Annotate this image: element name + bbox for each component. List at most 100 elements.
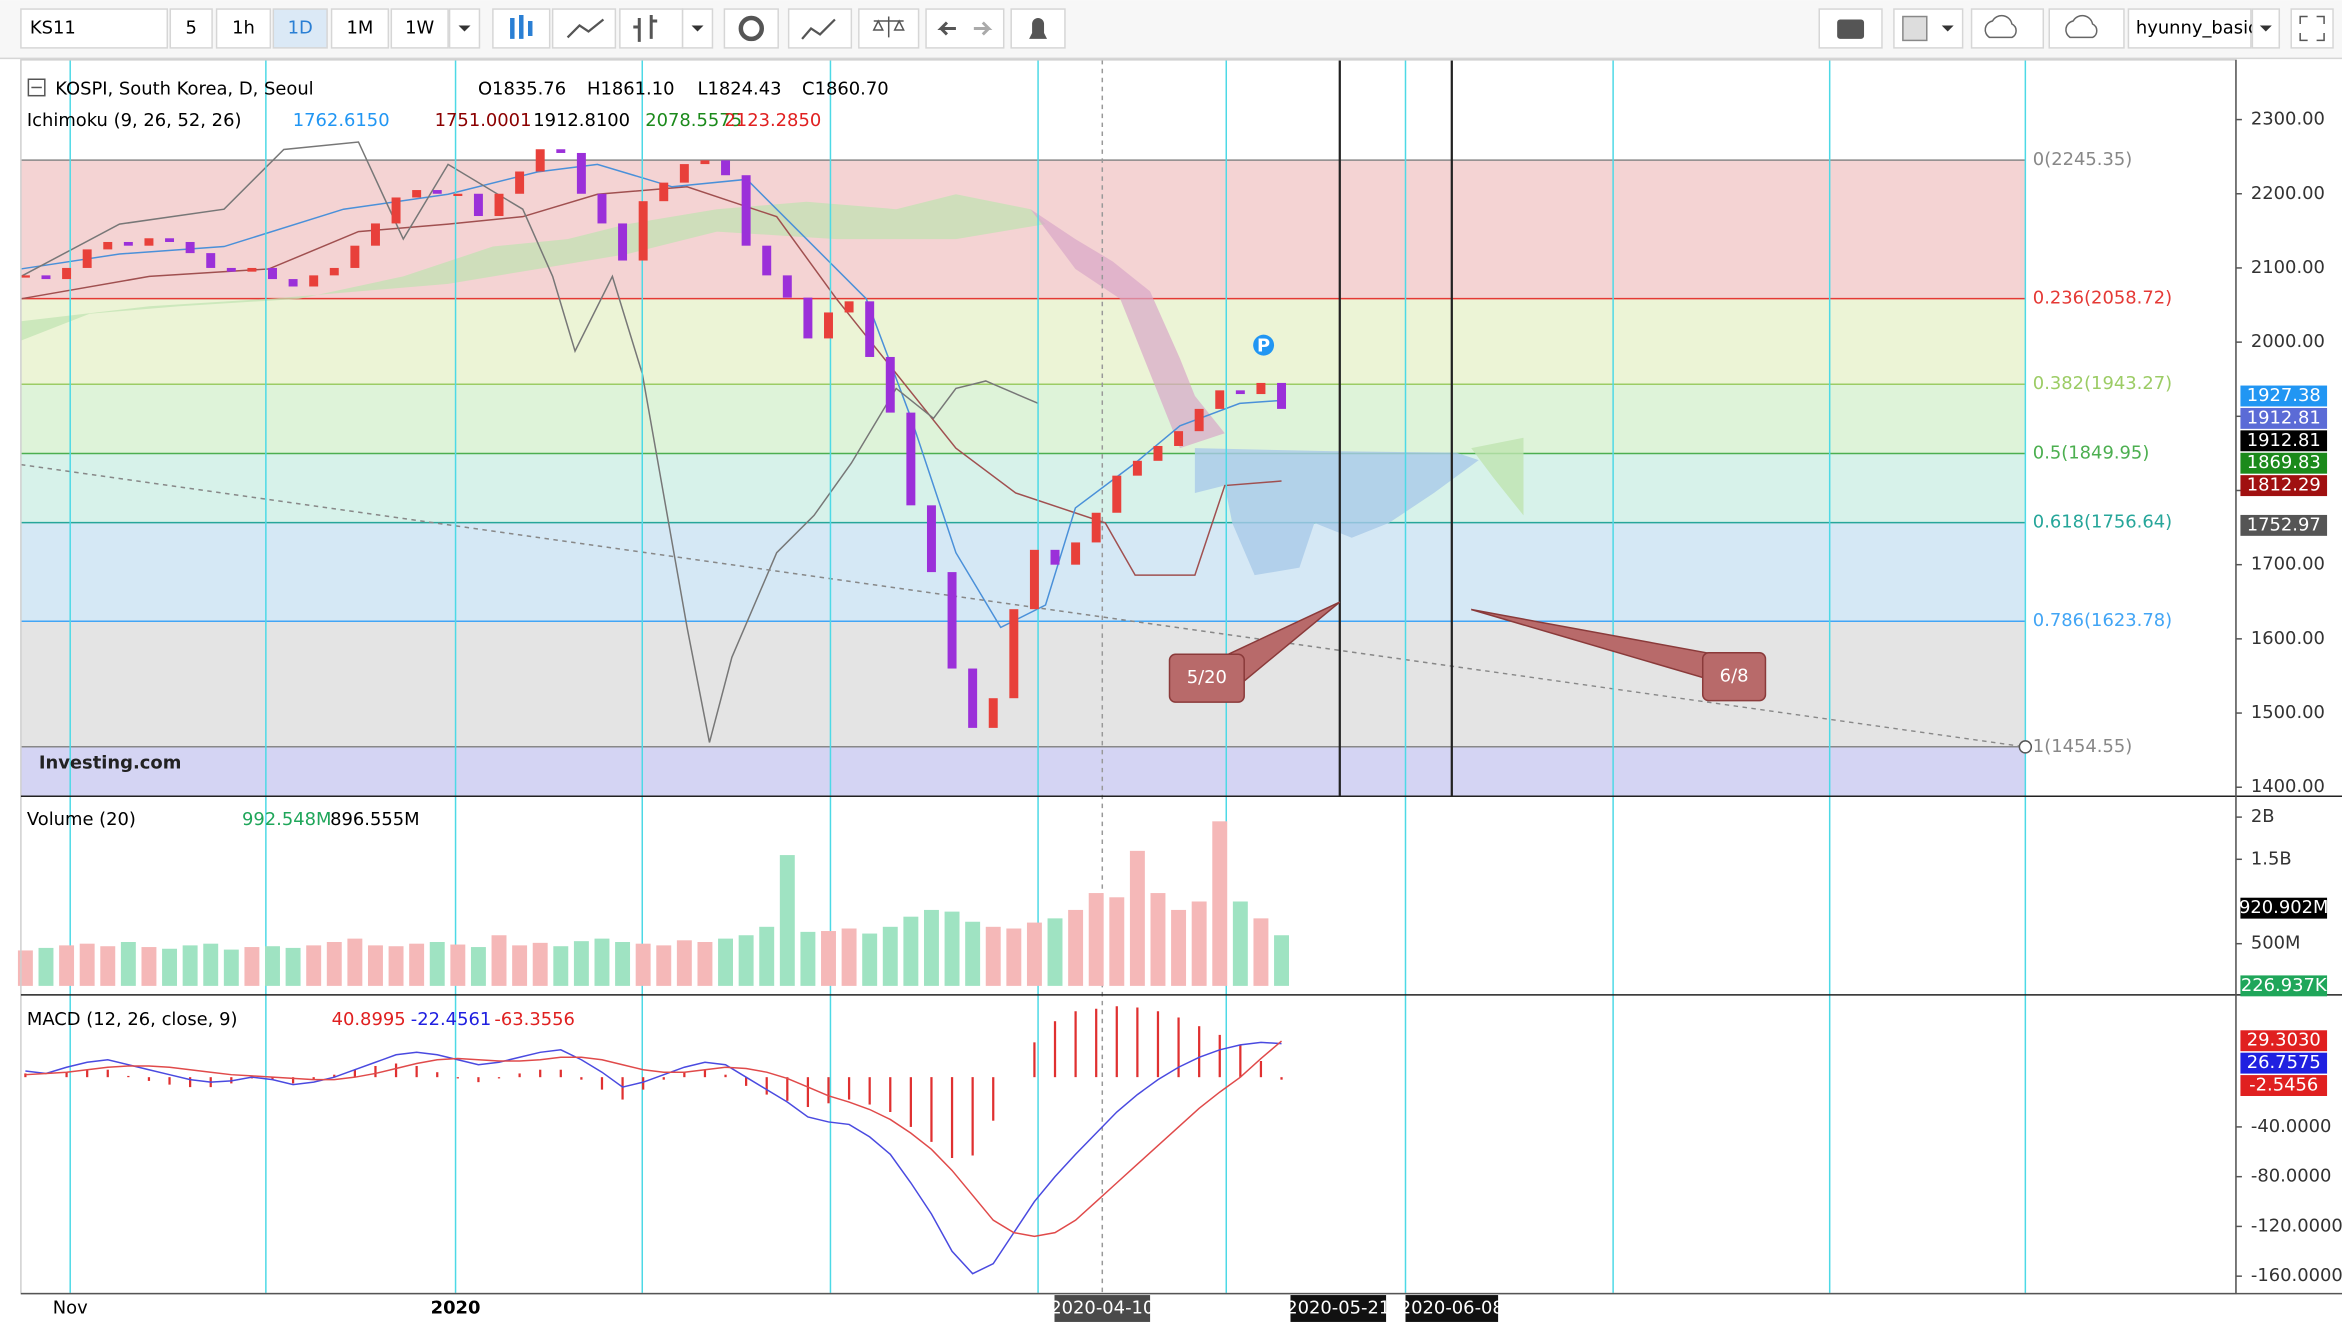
indicators-button[interactable]: [787, 8, 853, 49]
volume-bar: [265, 946, 280, 986]
volume-bar: [573, 941, 589, 986]
marker-text: P: [1257, 336, 1270, 357]
candle: [618, 223, 628, 261]
fib-band: [20, 384, 2026, 454]
volume-bar: [1088, 893, 1104, 986]
candle: [1256, 382, 1266, 395]
volume-bar: [1150, 893, 1166, 986]
indicator-value: 1762.6150: [293, 110, 390, 131]
interval-button-active[interactable]: [272, 8, 328, 49]
interval: 5: [185, 17, 196, 38]
volume-bar: [615, 941, 631, 986]
volume-bar: [1047, 918, 1063, 986]
candle: [988, 698, 998, 728]
indicators-icon: [801, 18, 836, 40]
fib-band: [20, 453, 2026, 523]
volume-bar: [985, 926, 1001, 986]
settings-button[interactable]: [723, 8, 779, 49]
volume-bar: [388, 946, 404, 986]
indicator-name: Volume (20): [27, 809, 136, 830]
volume-bar: [862, 933, 878, 986]
candle: [62, 267, 72, 280]
volume-bar: [1232, 901, 1248, 986]
volume-bar: [141, 947, 157, 986]
candle: [329, 267, 339, 276]
volume-bar: [1191, 901, 1207, 986]
x-badge: [1290, 1295, 1387, 1322]
volume-bar: [1026, 922, 1042, 986]
volume-bar: [1068, 909, 1084, 986]
candle: [865, 301, 875, 357]
volume-bar: [532, 942, 548, 986]
candle: [391, 197, 401, 224]
volume-bar: [821, 931, 836, 986]
x-tick-label: 2020-06-08: [1400, 1298, 1504, 1319]
collapse-icon[interactable]: [27, 78, 46, 97]
volume-bar: [1129, 850, 1145, 986]
ohlc: L1824.43: [698, 79, 782, 100]
interval-button[interactable]: [390, 8, 449, 49]
interval-button[interactable]: [169, 8, 213, 49]
candle: [824, 312, 833, 339]
price-badge: [2240, 897, 2328, 919]
price-badge: [2240, 975, 2328, 997]
price-badge: [2240, 385, 2328, 407]
candle: [721, 160, 731, 176]
candle: [1112, 475, 1122, 513]
candle: [20, 275, 30, 278]
volume-bar: [759, 926, 775, 986]
x-tick-label: 2020-05-21: [1286, 1298, 1390, 1319]
volume-bar: [882, 926, 898, 986]
vertical-lines: [69, 59, 2027, 1294]
candle: [309, 275, 319, 287]
load-button[interactable]: [1970, 8, 2045, 49]
price-badge-label: -2.5456: [2249, 1075, 2318, 1096]
settings-icon: [738, 15, 764, 42]
x-tick-label: Nov: [53, 1298, 88, 1319]
dropdown-arrow: [691, 25, 704, 32]
bars-icon: [633, 15, 658, 42]
volume-bar: [450, 944, 466, 986]
candle: [1029, 549, 1039, 610]
candle: [453, 193, 463, 197]
compare-button[interactable]: [858, 8, 920, 49]
undo-redo[interactable]: [925, 8, 1005, 49]
interval: 1W: [405, 17, 434, 38]
user-box[interactable]: [2127, 8, 2252, 49]
price-badge: [2240, 475, 2328, 497]
y-tick-label: 1700.00: [2251, 554, 2325, 575]
interval-button[interactable]: [330, 8, 390, 49]
candle: [556, 149, 566, 153]
price-badge-label: 29.3030: [2247, 1030, 2321, 1051]
candle: [1215, 390, 1225, 409]
volume-bar: [100, 946, 116, 986]
volume-bar: [1109, 897, 1125, 986]
interval-button[interactable]: [215, 8, 272, 49]
volume-bar: [347, 938, 363, 986]
candle: [659, 182, 669, 202]
volume-bar: [512, 945, 528, 986]
candle: [1194, 408, 1204, 432]
indicator-value: 992.548M: [242, 809, 331, 830]
candle: [412, 190, 422, 198]
user-name: hyunny_basic: [2136, 17, 2258, 38]
y-tick-label: 2000.00: [2251, 331, 2325, 352]
volume-bar: [676, 940, 692, 986]
indicator-value: 2078.5575: [645, 110, 742, 131]
fullscreen-button[interactable]: [2290, 8, 2334, 49]
symbol-box[interactable]: [20, 8, 169, 49]
volume-bar: [944, 911, 960, 986]
price-badge-label: 1812.29: [2247, 475, 2321, 496]
volume-bar: [491, 935, 507, 986]
save-button[interactable]: [2048, 8, 2125, 49]
volume-bar: [59, 945, 75, 986]
indicator-value: 2123.2850: [724, 110, 821, 131]
candle: [1091, 512, 1101, 543]
volume-bar: [1212, 821, 1228, 986]
macd-macd-line: [25, 1041, 1282, 1275]
volume-bar: [697, 941, 713, 986]
indicator-value: 896.555M: [330, 809, 420, 830]
fib-label: 0(2245.35): [2033, 149, 2132, 170]
volume-bar: [306, 945, 322, 986]
candle: [1174, 431, 1184, 446]
